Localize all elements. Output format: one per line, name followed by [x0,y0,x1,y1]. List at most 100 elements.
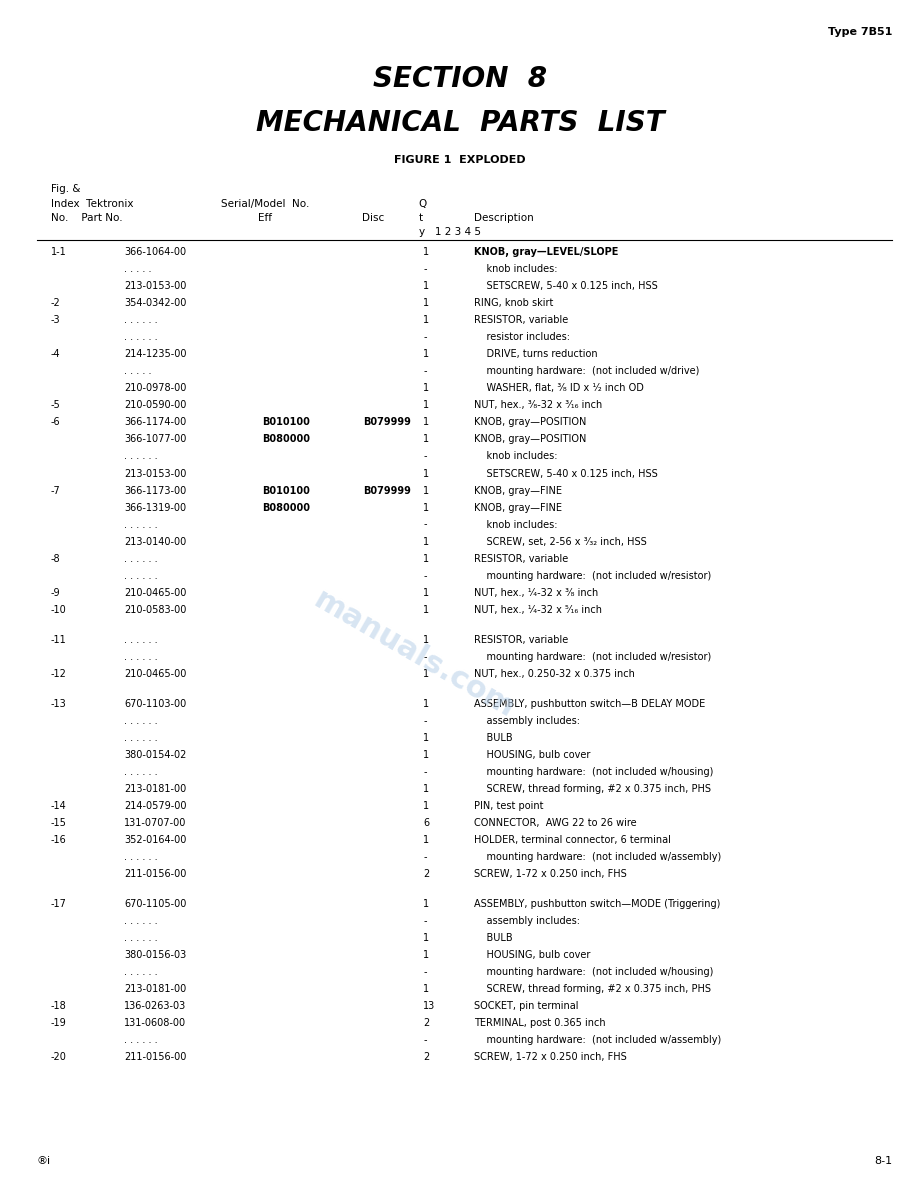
Text: 210-0583-00: 210-0583-00 [124,605,187,615]
Text: KNOB, gray—POSITION: KNOB, gray—POSITION [473,434,585,445]
Text: . . . . . .: . . . . . . [124,634,158,645]
Text: 211-0156-00: 211-0156-00 [124,1052,187,1063]
Text: -4: -4 [51,350,60,359]
Text: WASHER, flat, ³⁄₈ ID x ¹⁄₂ inch OD: WASHER, flat, ³⁄₈ ID x ¹⁄₂ inch OD [473,383,643,394]
Text: B080000: B080000 [262,434,310,445]
Text: 213-0153-00: 213-0153-00 [124,469,187,478]
Text: -12: -12 [51,669,66,678]
Text: 214-0579-00: 214-0579-00 [124,801,187,812]
Text: -20: -20 [51,1052,66,1063]
Text: t: t [418,213,422,223]
Text: -8: -8 [51,553,60,564]
Text: -7: -7 [51,486,61,495]
Text: -: - [423,367,426,376]
Text: SETSCREW, 5-40 x 0.125 inch, HSS: SETSCREW, 5-40 x 0.125 inch, HSS [473,469,657,478]
Text: HOLDER, terminal connector, 6 terminal: HOLDER, terminal connector, 6 terminal [473,835,670,845]
Text: BULB: BULB [473,933,512,944]
Text: SCREW, 1-72 x 0.250 inch, FHS: SCREW, 1-72 x 0.250 inch, FHS [473,1052,626,1063]
Text: -: - [423,570,426,581]
Text: mounting hardware:  (not included w/drive): mounting hardware: (not included w/drive… [473,367,698,376]
Text: SOCKET, pin terminal: SOCKET, pin terminal [473,1001,578,1012]
Text: Eff: Eff [257,213,271,223]
Text: 366-1077-00: 366-1077-00 [124,434,187,445]
Text: KNOB, gray—FINE: KNOB, gray—FINE [473,502,562,513]
Text: 1: 1 [423,801,429,812]
Text: 1: 1 [423,400,429,411]
Text: 210-0590-00: 210-0590-00 [124,400,187,411]
Text: . . . . . .: . . . . . . [124,332,158,343]
Text: 380-0154-02: 380-0154-02 [124,750,187,760]
Text: SCREW, set, 2-56 x ³⁄₃₂ inch, HSS: SCREW, set, 2-56 x ³⁄₃₂ inch, HSS [473,537,646,546]
Text: SETSCREW, 5-40 x 0.125 inch, HSS: SETSCREW, 5-40 x 0.125 inch, HSS [473,281,657,292]
Text: assembly includes:: assembly includes: [473,716,579,726]
Text: TERMINAL, post 0.365 inch: TERMINAL, post 0.365 inch [473,1019,605,1028]
Text: RESISTOR, variable: RESISTOR, variable [473,315,567,325]
Text: 1: 1 [423,984,429,995]
Text: SCREW, thread forming, #2 x 0.375 inch, PHS: SCREW, thread forming, #2 x 0.375 inch, … [473,784,710,794]
Text: -: - [423,852,426,862]
Text: B010100: B010100 [262,486,310,495]
Text: NUT, hex., 0.250-32 x 0.375 inch: NUT, hex., 0.250-32 x 0.375 inch [473,669,634,678]
Text: CONNECTOR,  AWG 22 to 26 wire: CONNECTOR, AWG 22 to 26 wire [473,818,636,828]
Text: -18: -18 [51,1001,66,1012]
Text: RESISTOR, variable: RESISTOR, variable [473,553,567,564]
Text: Type 7B51: Type 7B51 [827,27,891,37]
Text: 1: 1 [423,418,429,427]
Text: 6: 6 [423,818,429,828]
Text: -6: -6 [51,418,60,427]
Text: FIGURE 1  EXPLODED: FIGURE 1 EXPLODED [393,155,526,164]
Text: 1: 1 [423,469,429,478]
Text: No.    Part No.: No. Part No. [51,213,122,223]
Text: 1: 1 [423,486,429,495]
Text: -11: -11 [51,634,66,645]
Text: -: - [423,451,426,462]
Text: 211-0156-00: 211-0156-00 [124,869,187,879]
Text: -17: -17 [51,900,66,909]
Text: knob includes:: knob includes: [473,520,557,530]
Text: ®i: ®i [37,1157,51,1166]
Text: mounting hardware:  (not included w/resistor): mounting hardware: (not included w/resis… [473,652,710,662]
Text: SECTION  8: SECTION 8 [372,65,547,94]
Text: . . . . . .: . . . . . . [124,852,158,862]
Text: B079999: B079999 [363,486,411,495]
Text: 366-1173-00: 366-1173-00 [124,486,187,495]
Text: ASSEMBLY, pushbutton switch—B DELAY MODE: ASSEMBLY, pushbutton switch—B DELAY MODE [473,699,704,709]
Text: -: - [423,1035,426,1045]
Text: . . . . . .: . . . . . . [124,766,158,777]
Text: 213-0153-00: 213-0153-00 [124,281,187,292]
Text: -5: -5 [51,400,61,411]
Text: Q: Q [418,199,426,208]
Text: 354-0342-00: 354-0342-00 [124,299,187,308]
Text: 670-1103-00: 670-1103-00 [124,699,187,709]
Text: . . . . . .: . . . . . . [124,451,158,462]
Text: 213-0181-00: 213-0181-00 [124,784,187,794]
Text: NUT, hex., ¹⁄₄-32 x ⁵⁄₁₆ inch: NUT, hex., ¹⁄₄-32 x ⁵⁄₁₆ inch [473,605,601,615]
Text: Index  Tektronix: Index Tektronix [51,199,133,208]
Text: B080000: B080000 [262,502,310,513]
Text: . . . . . .: . . . . . . [124,570,158,581]
Text: -2: -2 [51,299,61,308]
Text: 1: 1 [423,750,429,760]
Text: -: - [423,332,426,343]
Text: y   1 2 3 4 5: y 1 2 3 4 5 [418,227,480,237]
Text: ASSEMBLY, pushbutton switch—MODE (Triggering): ASSEMBLY, pushbutton switch—MODE (Trigge… [473,900,720,909]
Text: 366-1319-00: 366-1319-00 [124,502,187,513]
Text: 1: 1 [423,315,429,325]
Text: . . . . . .: . . . . . . [124,1035,158,1045]
Text: -16: -16 [51,835,66,845]
Text: BULB: BULB [473,733,512,743]
Text: 1: 1 [423,588,429,597]
Text: . . . . . .: . . . . . . [124,733,158,743]
Text: 380-0156-03: 380-0156-03 [124,950,187,960]
Text: RING, knob skirt: RING, knob skirt [473,299,552,308]
Text: 2: 2 [423,1052,429,1063]
Text: . . . . . .: . . . . . . [124,315,158,325]
Text: 131-0707-00: 131-0707-00 [124,818,187,828]
Text: Serial/Model  No.: Serial/Model No. [221,199,309,208]
Text: 352-0164-00: 352-0164-00 [124,835,187,845]
Text: NUT, hex., ³⁄₈-32 x ³⁄₁₆ inch: NUT, hex., ³⁄₈-32 x ³⁄₁₆ inch [473,400,601,411]
Text: 2: 2 [423,1019,429,1028]
Text: 213-0181-00: 213-0181-00 [124,984,187,995]
Text: 1: 1 [423,900,429,909]
Text: -10: -10 [51,605,66,615]
